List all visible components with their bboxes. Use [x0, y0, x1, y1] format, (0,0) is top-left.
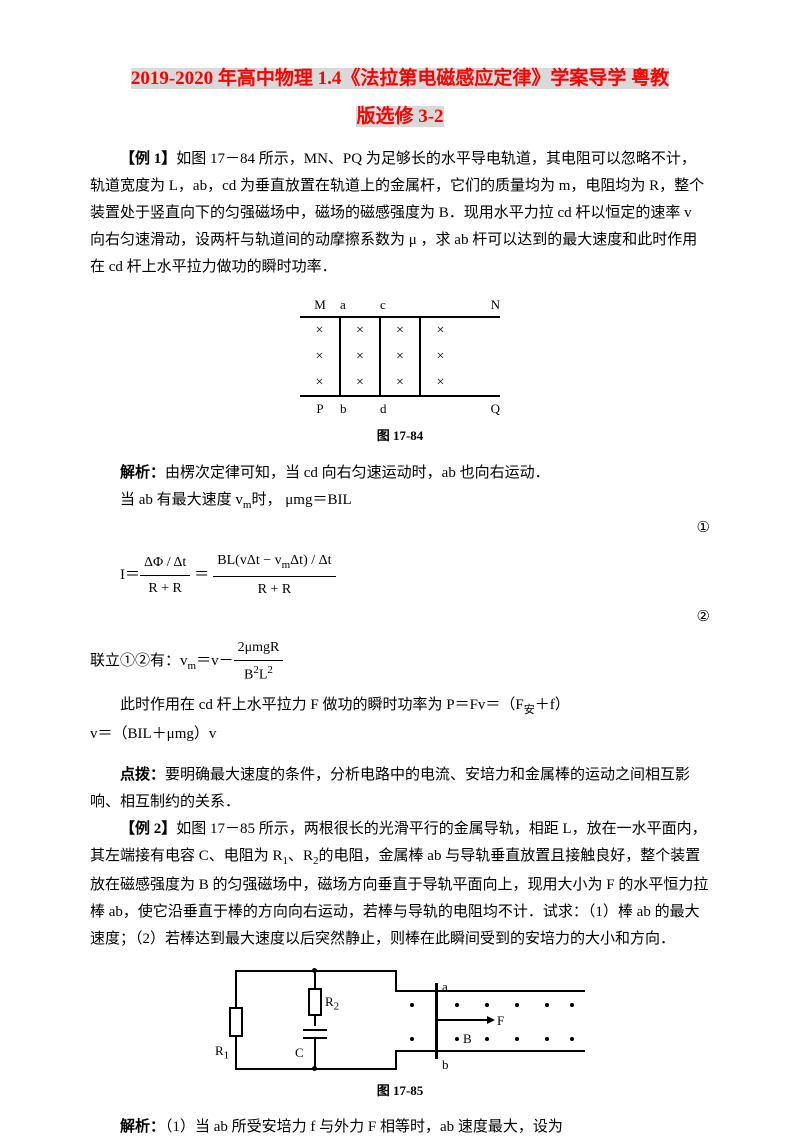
doc-title: 2019-2020 年高中物理 1.4《法拉第电磁感应定律》学案导学 粤教 版选… — [90, 60, 710, 136]
solution-1-line1: 解析：由楞次定律可知，当 cd 向右匀速运动时，ab 也向右运动． — [90, 460, 710, 487]
capacitor-label: C — [295, 1041, 304, 1064]
equation-number-2: ② — [120, 604, 710, 631]
bar-b-label: b — [442, 1053, 449, 1076]
fig84-label-N: N — [460, 293, 500, 317]
figure-17-85-circuit: R1 R2 C — [215, 965, 395, 1075]
bar-a-label: a — [442, 975, 448, 998]
figure-17-84: M a c N ×××× ×××× ×××× P b d Q 图 17-84 — [90, 293, 710, 448]
equation-vm: 联立①②有：vm＝v－2μmgRB2L2 — [90, 635, 710, 688]
solution-1-power: 此时作用在 cd 杆上水平拉力 F 做功的瞬时功率为 P＝Fv＝（F安＋f） — [90, 692, 710, 721]
solution-2: 解析：（1）当 ab 所受安培力 f 与外力 F 相等时，ab 速度最大，设为 — [90, 1114, 710, 1141]
equation-I-frac1: ΔΦ / Δt R + R — [140, 550, 190, 601]
example-2-label: 【例 2】 — [120, 821, 176, 837]
solution-1-result: v＝（BIL＋μmg）v — [90, 721, 710, 748]
magnetic-field-label: B — [463, 1027, 472, 1050]
figure-17-84-caption: 图 17-84 — [90, 424, 710, 447]
figure-17-85: R1 R2 C a b — [90, 965, 710, 1102]
resistor-r2-icon — [308, 988, 322, 1016]
figure-17-85-rail: a b F B — [395, 965, 585, 1075]
fig84-label-M: M — [300, 293, 340, 317]
fig84-label-d: d — [380, 396, 420, 420]
example-1-text: 【例 1】如图 17－84 所示，MN、PQ 为足够长的水平导电轨道，其电阻可以… — [90, 146, 710, 281]
hint-1-label: 点拨： — [120, 767, 165, 783]
solution-1-label: 解析： — [120, 465, 165, 481]
equation-number-1: ① — [120, 515, 710, 542]
fig84-label-a: a — [340, 293, 380, 317]
title-line-2: 版选修 3-2 — [356, 106, 443, 127]
fig84-label-c: c — [380, 293, 420, 317]
equation-I: I＝ ΔΦ / Δt R + R ＝ BL(vΔt − vmΔt) / Δt R… — [120, 548, 710, 602]
resistor-r1-label: R1 — [215, 1039, 229, 1066]
figure-17-85-caption: 图 17-85 — [90, 1079, 710, 1102]
figure-17-84-grid: M a c N ×××× ×××× ×××× P b d Q — [300, 293, 500, 420]
fig84-label-P: P — [300, 396, 340, 420]
equation-I-frac2: BL(vΔt − vmΔt) / Δt R + R — [213, 548, 335, 602]
hint-1: 点拨：要明确最大速度的条件，分析电路中的电流、安培力和金属棒的运动之间相互影响、… — [90, 762, 710, 816]
fig84-label-b: b — [340, 396, 380, 420]
title-line-1: 2019-2020 年高中物理 1.4《法拉第电磁感应定律》学案导学 粤教 — [131, 68, 669, 89]
fig84-label-Q: Q — [460, 396, 500, 420]
resistor-r2-label: R2 — [325, 990, 339, 1017]
solution-1-line2: 当 ab 有最大速度 vm时， μmg＝BIL — [90, 487, 710, 516]
solution-2-label: 解析： — [120, 1119, 165, 1135]
resistor-r1-icon — [229, 1007, 243, 1037]
example-1-body: 如图 17－84 所示，MN、PQ 为足够长的水平导电轨道，其电阻可以忽略不计，… — [90, 151, 704, 275]
example-2-text: 【例 2】如图 17－85 所示，两根很长的光滑平行的金属导轨，相距 L，放在一… — [90, 816, 710, 953]
force-label: F — [497, 1009, 504, 1032]
example-1-label: 【例 1】 — [120, 151, 176, 167]
